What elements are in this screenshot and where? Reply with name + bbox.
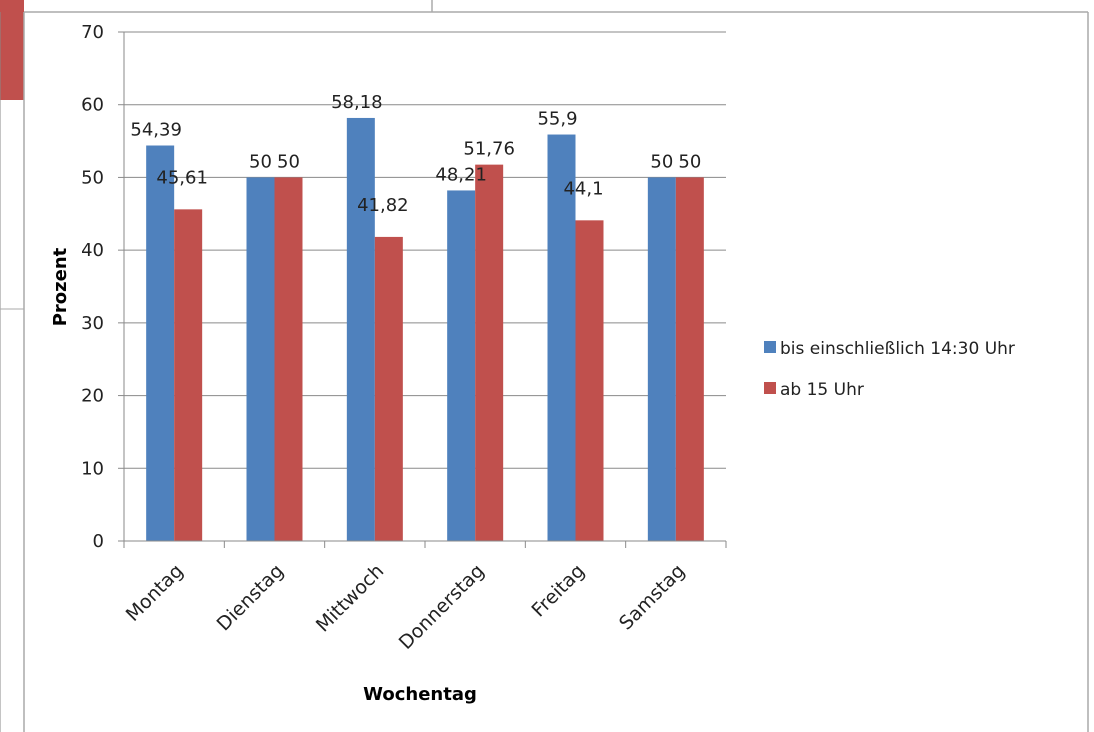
category-label: Freitag <box>527 560 589 622</box>
y-tick-label: 60 <box>81 95 104 116</box>
bar-early-samstag <box>647 177 676 541</box>
bar-early-freitag <box>547 134 576 541</box>
bar-late-mittwoch <box>374 236 403 541</box>
data-label: 54,39 <box>130 120 182 141</box>
data-label: 50 <box>678 151 701 172</box>
data-label: 45,61 <box>156 167 208 188</box>
y-axis-title: Prozent <box>50 247 71 326</box>
bar-early-dienstag <box>246 177 275 541</box>
legend: bis einschließlich 14:30 Uhr ab 15 Uhr <box>764 339 1015 400</box>
bar-late-donnerstag <box>475 164 504 541</box>
y-tick-label: 30 <box>81 313 104 334</box>
data-label: 41,82 <box>357 195 409 216</box>
legend-swatch <box>764 382 776 394</box>
y-tick-label: 0 <box>93 531 104 552</box>
data-label: 50 <box>650 151 673 172</box>
data-label: 58,18 <box>331 92 383 113</box>
legend-swatch <box>764 341 776 353</box>
y-tick-label: 10 <box>81 458 104 479</box>
category-label: Donnerstag <box>395 560 489 654</box>
y-tick-labels: 0 10 20 30 40 50 60 70 <box>81 22 124 552</box>
data-label: 51,76 <box>463 139 515 160</box>
category-label: Samstag <box>615 560 689 634</box>
x-tick-labels: Montag Dienstag Mittwoch Donnerstag Freitag S… <box>122 560 690 654</box>
bar-early-montag <box>146 145 175 541</box>
bar-early-mittwoch <box>346 117 375 541</box>
legend-label: bis einschließlich 14:30 Uhr <box>780 339 1015 359</box>
gridlines <box>124 31 726 469</box>
category-label: Montag <box>122 560 188 626</box>
axes <box>123 32 727 548</box>
x-axis-title: Wochentag <box>363 684 477 705</box>
y-tick-label: 50 <box>81 167 104 188</box>
bar-early-donnerstag <box>447 190 476 541</box>
data-label: 50 <box>277 151 300 172</box>
y-tick-label: 20 <box>81 386 104 407</box>
data-label: 50 <box>249 151 272 172</box>
bar-late-dienstag <box>274 177 303 541</box>
bar-late-samstag <box>675 177 704 541</box>
category-label: Dienstag <box>213 560 288 635</box>
bar-late-montag <box>174 209 203 541</box>
accent-tab <box>0 0 24 100</box>
data-label: 48,21 <box>435 164 487 185</box>
category-label: Mittwoch <box>312 560 389 637</box>
y-tick-label: 70 <box>81 22 104 43</box>
legend-label: ab 15 Uhr <box>780 380 864 400</box>
bars <box>146 117 704 541</box>
data-label: 55,9 <box>537 109 577 130</box>
data-label: 44,1 <box>563 178 603 199</box>
bar-late-freitag <box>575 220 604 541</box>
y-tick-label: 40 <box>81 240 104 261</box>
